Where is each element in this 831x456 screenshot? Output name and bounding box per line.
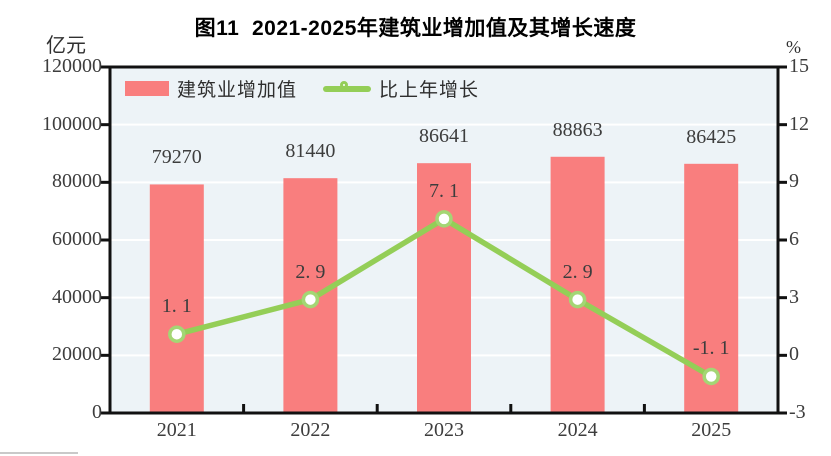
bar-value-label: 81440 <box>285 140 336 163</box>
growth-value-label: 2. 9 <box>295 260 326 283</box>
line-point-2022 <box>301 290 320 309</box>
growth-value-label: -1. 1 <box>692 337 730 360</box>
legend-line-icon <box>323 78 372 99</box>
x-axis-label: 2021 <box>156 419 197 441</box>
line-point-2023 <box>435 210 453 228</box>
x-axis-label: 2022 <box>290 419 331 441</box>
right-axis-tick-label: 15 <box>789 55 809 77</box>
bar-value-label: 88863 <box>552 118 603 141</box>
growth-value-label: 2. 9 <box>562 260 593 283</box>
x-axis-label: 2023 <box>424 419 464 441</box>
left-axis-tick-label: 60000 <box>52 228 102 250</box>
legend-bar-label: 建筑业增加值 <box>177 80 298 101</box>
right-axis-tick-label: -3 <box>789 401 806 423</box>
legend: 建筑业增加值 比上年增长 <box>125 78 480 101</box>
left-axis-tick-label: 40000 <box>52 285 102 308</box>
right-axis-tick-label: 12 <box>789 112 809 135</box>
left-axis-tick-label: 20000 <box>52 343 102 366</box>
line-point-2025 <box>702 367 720 386</box>
bar-value-label: 86425 <box>686 125 737 148</box>
legend-bar-swatch <box>125 81 169 96</box>
legend-line-stroke <box>323 86 372 92</box>
bar-2024 <box>550 156 605 413</box>
growth-value-label: 1. 1 <box>161 295 192 318</box>
bar-2023 <box>417 163 471 413</box>
legend-line-label: 比上年增长 <box>379 80 480 101</box>
page-edge-divider <box>0 452 78 454</box>
line-point-2021 <box>168 325 186 343</box>
left-axis-unit-label: 亿元 <box>46 35 86 57</box>
right-axis-unit-label: % <box>786 37 801 57</box>
line-point-2024 <box>568 290 587 309</box>
right-axis-tick-label: 3 <box>789 285 799 308</box>
left-axis-tick-label: 80000 <box>52 170 102 193</box>
growth-value-label: 7. 1 <box>429 179 459 202</box>
right-axis-tick-label: 6 <box>789 228 799 250</box>
right-axis-tick-label: 0 <box>789 343 799 366</box>
chart-title: 图11 2021-2025年建筑业增加值及其增长速度 <box>194 17 637 40</box>
x-axis-label: 2024 <box>557 419 598 441</box>
legend-line-marker-icon <box>340 81 349 89</box>
right-axis-tick-label: 9 <box>789 170 799 193</box>
left-axis-tick-label: 0 <box>92 401 102 423</box>
bar-2021 <box>149 184 204 413</box>
bar-value-label: 79270 <box>151 146 202 169</box>
x-axis-label: 2025 <box>691 419 732 441</box>
left-axis-tick-label: 100000 <box>42 112 102 135</box>
bar-value-label: 86641 <box>419 125 469 148</box>
left-axis-tick-label: 120000 <box>42 55 102 77</box>
